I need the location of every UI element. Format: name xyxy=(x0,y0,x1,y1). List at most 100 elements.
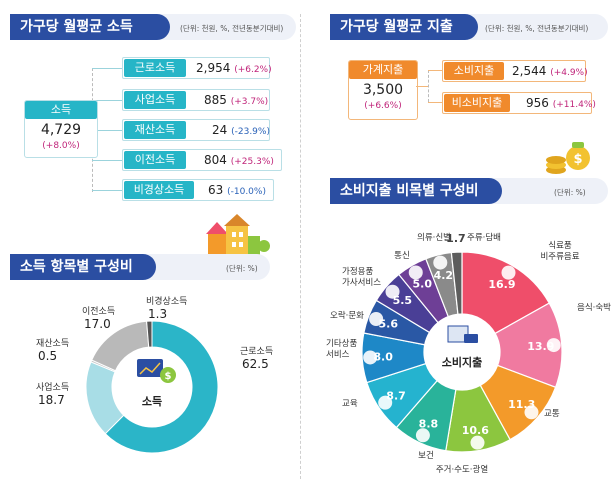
consumption-slice-label: 음식·숙박 xyxy=(577,302,611,313)
income-item-value: 885 xyxy=(204,93,227,107)
expense-item-label: 비소비지출 xyxy=(444,94,510,112)
income-item-change: (+25.3%) xyxy=(230,157,274,167)
income-item-label: 이전소득 xyxy=(124,151,186,169)
consumption-slice-value: 5.0 xyxy=(413,278,433,291)
income-item-value: 2,954 xyxy=(196,61,231,75)
income-slice-value: 17.0 xyxy=(84,317,111,331)
expense-total-change: (+6.6%) xyxy=(364,101,402,111)
income-slice-value: 62.5 xyxy=(242,357,269,371)
expense-total-label: 가계지출 xyxy=(349,61,417,79)
window xyxy=(239,232,243,237)
consumption-slice-value: 5.5 xyxy=(393,294,413,307)
consumption-slice-value: 5.6 xyxy=(379,318,399,331)
income-slice-label: 근로소득 xyxy=(240,346,273,357)
consumption-slice-label: 교통 xyxy=(544,409,560,419)
income-comp-unit: (단위: %) xyxy=(226,264,258,273)
income-center-label: 소득 xyxy=(142,395,162,408)
expense-title: 가구당 월평균 지출 xyxy=(330,14,478,40)
income-item-label: 근로소득 xyxy=(124,59,186,77)
income-slice-value: 1.3 xyxy=(148,307,167,321)
income-item-value: 804 xyxy=(204,153,227,167)
income-slice-label: 재산소득 xyxy=(36,338,69,349)
income-item-label: 비경상소득 xyxy=(124,181,194,199)
category-icon xyxy=(501,265,516,280)
income-total-change: (+8.0%) xyxy=(42,141,80,151)
coin xyxy=(546,156,566,164)
house-illustration xyxy=(206,214,270,256)
expense-item-change: (+4.9%) xyxy=(550,68,588,78)
connector-line xyxy=(92,100,122,101)
income-comp-title: 소득 항목별 구성비 xyxy=(10,254,156,280)
consumption-slice-label: 식료품 xyxy=(548,241,572,251)
monitor-icon xyxy=(137,359,163,377)
window xyxy=(232,242,236,247)
consumption-slice-label: 가정용품 xyxy=(342,266,373,277)
income-total-card: 소득 4,729 (+8.0%) xyxy=(24,100,98,158)
category-icon xyxy=(378,395,393,410)
coins-illustration: $ xyxy=(546,142,590,174)
income-item-change: (+6.2%) xyxy=(234,65,272,75)
expense-connector xyxy=(428,70,429,102)
consumption-comp-unit: (단위: %) xyxy=(554,188,586,197)
connector-line xyxy=(428,70,442,71)
income-item-change: (-10.0%) xyxy=(227,187,266,197)
connector-line xyxy=(92,130,122,131)
expense-total-value: 3,500 xyxy=(362,82,404,98)
house-block xyxy=(248,236,260,256)
consumption-comp-title: 소비지출 비목별 구성비 xyxy=(330,178,502,204)
tree xyxy=(258,240,270,252)
consumption-slice-value: 4.2 xyxy=(434,269,454,282)
consumption-slice-value: 1.7 xyxy=(446,232,466,245)
category-icon xyxy=(415,428,430,443)
income-item-change: (-23.9%) xyxy=(231,127,270,137)
expense-item-value: 2,544 xyxy=(512,64,547,78)
income-slice-value: 0.5 xyxy=(38,349,57,363)
consumption-slice xyxy=(461,251,551,335)
category-icon xyxy=(408,265,423,280)
income-item-value: 24 xyxy=(212,123,228,137)
income-total-value: 4,729 xyxy=(40,122,82,138)
consumption-slice-label: 교육 xyxy=(342,399,358,409)
money-bag-icon xyxy=(160,367,176,383)
trend-line-icon xyxy=(139,362,161,375)
consumption-slice-value: 8.8 xyxy=(419,418,439,431)
connector-line xyxy=(92,68,122,69)
card-icon xyxy=(464,334,478,343)
income-unit: (단위: 천원, %, 전년동분기대비) xyxy=(180,24,284,33)
income-title: 가구당 월평균 소득 xyxy=(10,14,170,40)
house-block xyxy=(208,232,226,256)
consumption-slice-label: 기타상품 xyxy=(326,338,357,349)
income-item-change: (+3.7%) xyxy=(230,97,269,107)
expense-item-value: 956 xyxy=(526,96,549,110)
category-icon xyxy=(433,255,448,270)
dollar-icon: $ xyxy=(573,152,582,167)
connector-line xyxy=(428,102,442,103)
consumption-slice-label: 서비스 xyxy=(326,350,350,360)
income-slice-value: 18.7 xyxy=(38,393,65,407)
consumption-slice-label: 비주류음료 xyxy=(540,252,579,262)
section-divider xyxy=(300,14,301,479)
dollar-icon: $ xyxy=(165,371,172,382)
category-icon xyxy=(470,435,485,450)
consumption-slice-label: 오락·문화 xyxy=(330,310,364,321)
consumption-slice-label: 보건 xyxy=(418,450,434,461)
expense-unit: (단위: 천원, %, 전년동분기대비) xyxy=(485,24,589,33)
category-icon xyxy=(546,338,561,353)
house-block xyxy=(226,224,248,256)
category-icon xyxy=(363,350,378,365)
consumption-center xyxy=(426,316,498,388)
consumption-slice-label: 주류·담배 xyxy=(467,232,501,243)
connector-line xyxy=(92,160,122,161)
consumption-donut-chart: 16.9식료품비주류음료13.9음식·숙박11.3교통10.6주거·수도·광열8… xyxy=(326,232,611,475)
income-slice xyxy=(104,320,219,454)
expense-total-card: 가계지출 3,500 (+6.6%) xyxy=(348,60,418,120)
category-icon xyxy=(369,312,384,327)
consumption-slice-value: 8.0 xyxy=(373,351,393,364)
connector-line xyxy=(92,190,122,191)
income-total-label: 소득 xyxy=(25,101,97,119)
income-slice-label: 사업소득 xyxy=(36,382,69,393)
category-icon xyxy=(524,405,539,420)
window xyxy=(239,242,243,247)
money-bag-tie xyxy=(572,142,584,148)
